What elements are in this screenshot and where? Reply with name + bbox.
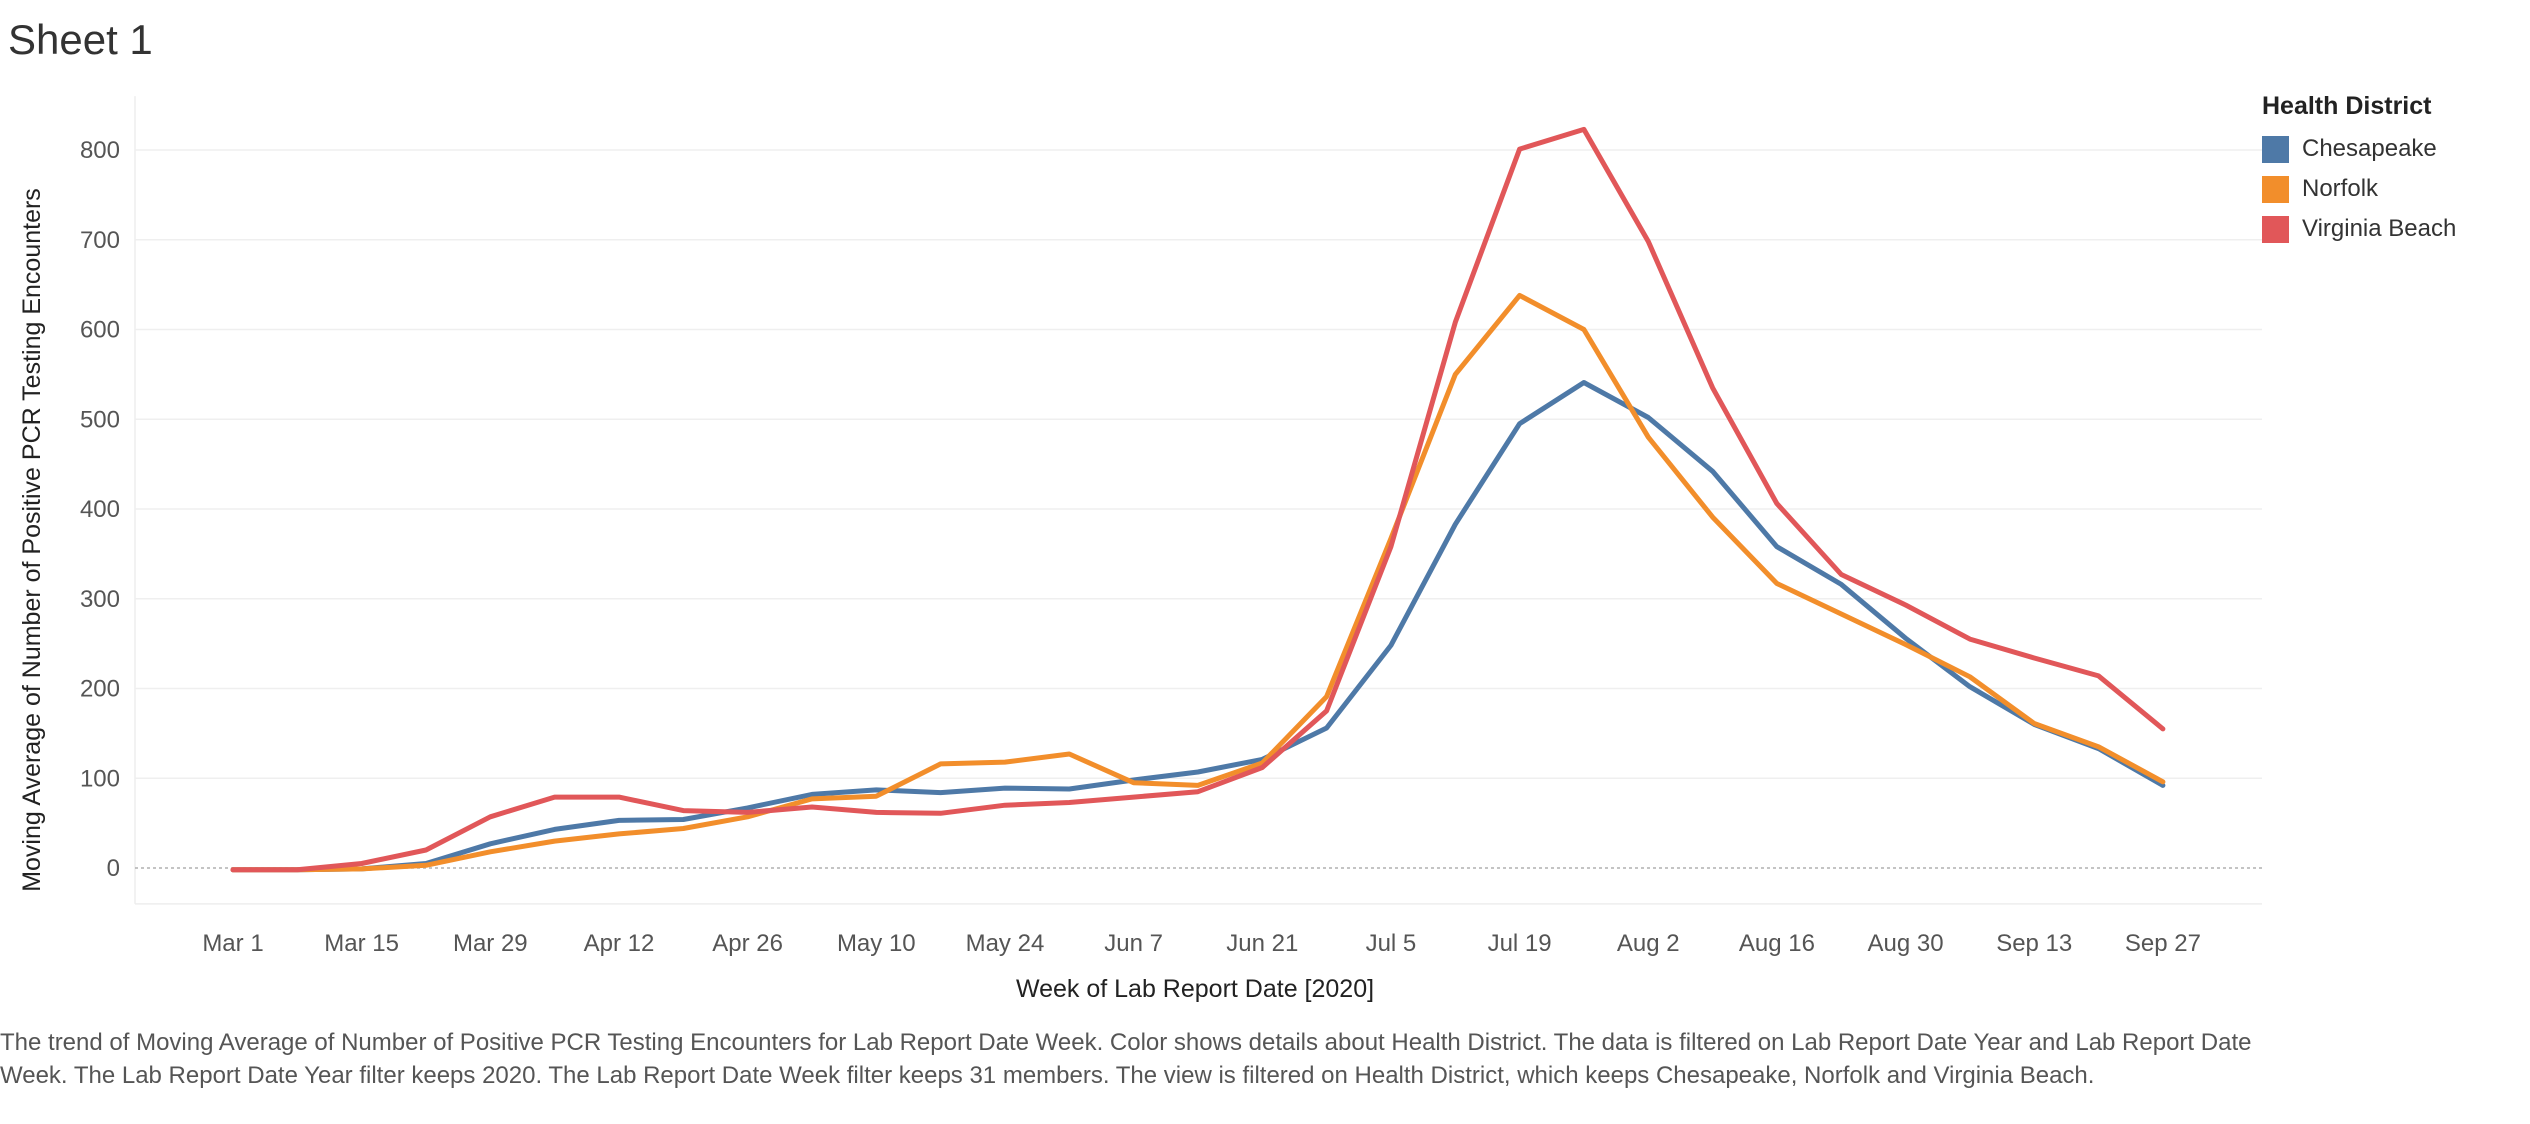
legend-label: Norfolk xyxy=(2302,175,2379,202)
x-tick-label: May 10 xyxy=(837,930,916,957)
series-lines xyxy=(230,126,2166,873)
x-tick-label: May 24 xyxy=(966,930,1045,957)
y-axis-ticks: 0 100 200 300 400 500 600 700 800 xyxy=(80,137,120,882)
legend: Health District Chesapeake Norfolk Virgi… xyxy=(2262,92,2456,249)
legend-item-norfolk[interactable]: Norfolk xyxy=(2262,169,2456,209)
y-tick-label: 300 xyxy=(80,586,120,613)
x-tick-label: Apr 12 xyxy=(584,930,655,957)
gridlines xyxy=(134,96,2262,905)
sheet-title: Sheet 1 xyxy=(8,16,153,63)
x-tick-label: Sep 27 xyxy=(2125,930,2201,957)
legend-item-chesapeake[interactable]: Chesapeake xyxy=(2262,129,2456,169)
x-tick-label: Mar 15 xyxy=(324,930,399,957)
x-tick-label: Sep 13 xyxy=(1996,930,2072,957)
y-tick-label: 800 xyxy=(80,137,120,164)
x-tick-label: Aug 30 xyxy=(1868,930,1944,957)
y-tick-label: 200 xyxy=(80,676,120,703)
legend-label: Chesapeake xyxy=(2302,135,2437,162)
y-tick-label: 600 xyxy=(80,317,120,344)
x-axis-ticks: Mar 1 Mar 15 Mar 29 Apr 12 Apr 26 May 10 May 2… xyxy=(202,930,2201,957)
x-tick-label: Mar 1 xyxy=(202,930,263,957)
x-tick-label: Apr 26 xyxy=(712,930,783,957)
legend-swatch xyxy=(2262,215,2289,243)
chart-caption: The trend of Moving Average of Number of… xyxy=(0,1029,2252,1089)
y-axis-label: Moving Average of Number of Positive PCR… xyxy=(18,188,46,892)
x-tick-label: Aug 2 xyxy=(1617,930,1680,957)
series-line-chesapeake xyxy=(230,380,2166,873)
y-tick-label: 500 xyxy=(80,406,120,433)
legend-item-virginia-beach[interactable]: Virginia Beach xyxy=(2262,209,2456,249)
x-axis-label: Week of Lab Report Date [2020] xyxy=(1016,975,1374,1003)
x-tick-label: Jul 5 xyxy=(1366,930,1417,957)
series-line-norfolk xyxy=(230,292,2166,873)
legend-title: Health District xyxy=(2262,92,2432,120)
y-tick-label: 400 xyxy=(80,496,120,523)
x-tick-label: Aug 16 xyxy=(1739,930,1815,957)
x-tick-label: Jun 21 xyxy=(1226,930,1298,957)
series-line-virginia-beach xyxy=(230,126,2166,873)
legend-swatch xyxy=(2262,135,2289,163)
legend-swatch xyxy=(2262,175,2289,203)
x-tick-label: Jun 7 xyxy=(1104,930,1163,957)
legend-label: Virginia Beach xyxy=(2302,215,2457,242)
y-tick-label: 100 xyxy=(80,765,120,792)
x-tick-label: Mar 29 xyxy=(453,930,528,957)
y-tick-label: 0 xyxy=(107,855,120,882)
x-tick-label: Jul 19 xyxy=(1488,930,1552,957)
y-tick-label: 700 xyxy=(80,227,120,254)
